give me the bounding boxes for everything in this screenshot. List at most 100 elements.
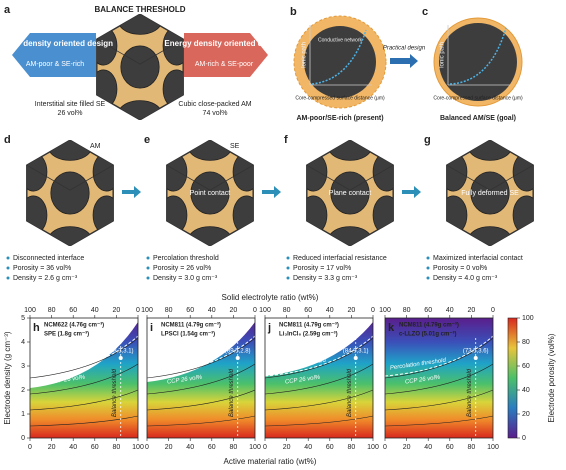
axis-label: Core-compressed surface distance (μm) <box>433 95 523 101</box>
contour <box>146 363 256 395</box>
y-tick-label: 3 <box>21 363 25 370</box>
contour <box>264 337 374 379</box>
panel-label: c <box>422 6 428 18</box>
percolation-line <box>29 335 139 377</box>
balance-label: Balance threshold <box>347 368 353 417</box>
top-tick-label: 20 <box>348 307 356 314</box>
top-tick-label: 80 <box>403 307 411 314</box>
bullet-text: Density = 3.0 g cm⁻³ <box>153 275 218 282</box>
x-tick-label: 60 <box>208 444 216 451</box>
bullet <box>6 276 10 280</box>
bullet-text: Maximized interfacial contact <box>433 255 523 262</box>
top-tick-label: 80 <box>48 307 56 314</box>
y-tick-label: 0 <box>21 435 25 442</box>
curve <box>311 29 367 85</box>
panel-label: e <box>144 134 150 146</box>
contour <box>29 337 139 379</box>
x-tick-label: 100 <box>487 444 499 451</box>
x-tick-label: 0 <box>28 444 32 451</box>
panel-label: i <box>150 322 153 334</box>
bullet <box>146 266 150 270</box>
contour <box>264 415 374 427</box>
contour <box>146 415 256 427</box>
panel-label: a <box>4 4 11 16</box>
balance-label: Balance threshold <box>467 368 473 417</box>
x-tick-label: 40 <box>186 444 194 451</box>
top-tick-label: 100 <box>379 307 391 314</box>
panel-label: d <box>4 134 11 146</box>
bullet <box>426 256 430 260</box>
contour <box>264 389 374 411</box>
ccp-label: CCP 26 vol% <box>167 375 204 386</box>
panel-label: b <box>290 6 297 18</box>
colorbar-tick-label: 0 <box>522 435 526 442</box>
panel-label: j <box>267 322 271 334</box>
material: NCM811 (4.79g cm⁻³) <box>161 322 221 329</box>
material: NCM811 (4.79g cm⁻³) <box>279 322 339 329</box>
arrow <box>390 54 418 68</box>
colorbar-tick-label: 80 <box>522 339 530 346</box>
material: NCM622 (4.76g cm⁻³) <box>44 322 104 329</box>
bullet-text: Density = 2.6 g cm⁻³ <box>13 275 78 282</box>
point-label: (73.5,3.6) <box>463 349 489 355</box>
material: c-LLZO (5.01g cm⁻³) <box>399 331 457 338</box>
material: SPE (1.8g cm⁻³) <box>44 331 89 338</box>
top-tick-label: 100 <box>24 307 36 314</box>
bullet-text: Porosity = 36 vol% <box>13 265 71 272</box>
x-tick-label: 40 <box>304 444 312 451</box>
left-subtitle: AM-poor & SE-rich <box>26 61 84 68</box>
cube <box>90 9 190 125</box>
x-tick-label: 40 <box>69 444 77 451</box>
bullet-text: Percolation threshold <box>153 255 219 262</box>
top-tick-label: 0 <box>371 307 375 314</box>
note: Cubic close-packed AM <box>178 101 251 108</box>
mask <box>265 318 373 376</box>
arrow-text: Practical design <box>383 46 426 52</box>
x-axis-label: Active material ratio (wt%) <box>224 457 317 466</box>
percolation-line <box>384 335 494 377</box>
bullet-text: Reduced interfacial resistance <box>293 255 387 262</box>
panel-label: h <box>33 322 40 334</box>
y-tick-label: 4 <box>21 339 25 346</box>
frame <box>264 317 374 439</box>
y-tick-label: 1 <box>21 411 25 418</box>
arrow <box>122 186 141 198</box>
note: Interstitial site filled SE <box>35 101 106 108</box>
top-tick-label: 60 <box>69 307 77 314</box>
caption: Balanced AM/SE (goal) <box>440 115 516 122</box>
top-tick-label: 100 <box>259 307 271 314</box>
contour <box>384 363 494 395</box>
top-tick-label: 80 <box>165 307 173 314</box>
frame <box>146 317 256 439</box>
arrow <box>184 33 268 77</box>
point-label: (89.5,2.8) <box>225 349 251 355</box>
top-tick-label: 40 <box>91 307 99 314</box>
contour <box>146 389 256 411</box>
maps: Solid electrolyte ratio (wt%) Active mate… <box>3 293 556 466</box>
contour <box>29 389 139 411</box>
contact-label: Plane contact <box>329 190 371 197</box>
point-label: (84.9,3.1) <box>343 349 369 355</box>
top-tick-label: 20 <box>230 307 238 314</box>
heatmap <box>385 318 493 438</box>
core <box>439 23 517 101</box>
top-axis-label: Solid electrolyte ratio (wt%) <box>222 293 319 302</box>
top-tick-label: 40 <box>446 307 454 314</box>
x-tick-label: 60 <box>91 444 99 451</box>
top-tick-label: 60 <box>304 307 312 314</box>
mask <box>147 318 255 382</box>
contour <box>264 363 374 395</box>
top-tick-label: 0 <box>491 307 495 314</box>
colorbar-tick-label: 100 <box>522 315 534 322</box>
balance-point <box>118 356 123 360</box>
bullet <box>286 276 290 280</box>
ccp-label: CCP 26 vol% <box>405 375 442 386</box>
right-subtitle: AM-rich & SE-poor <box>195 61 254 68</box>
contact-label: Fully deformed SE <box>461 190 519 197</box>
contour <box>146 337 256 379</box>
bullet <box>426 266 430 270</box>
top-tick-label: 60 <box>424 307 432 314</box>
point-label: (88.3,3.1) <box>108 349 134 355</box>
balance-point <box>473 356 478 360</box>
